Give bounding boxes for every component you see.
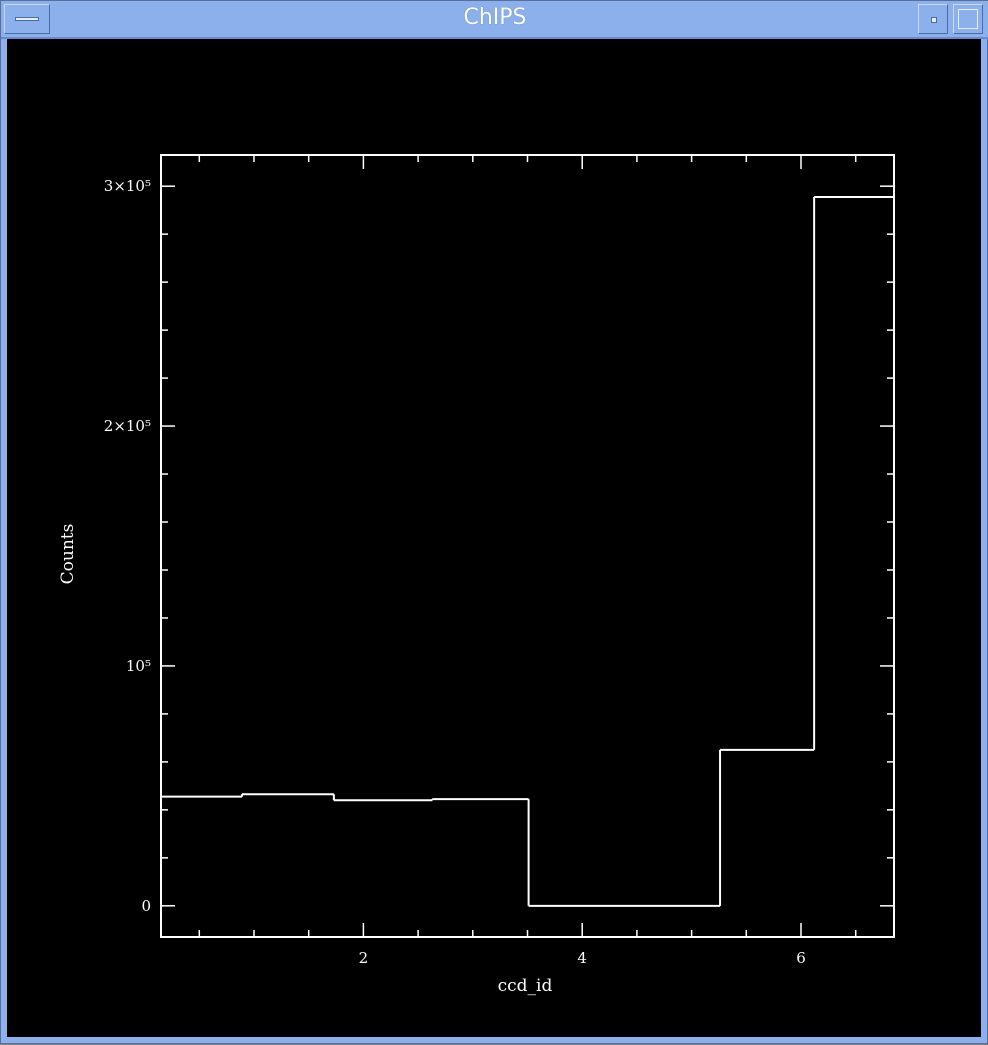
x-tick-label: 6: [796, 949, 806, 967]
y-tick-label: 3×10⁵: [104, 177, 151, 195]
y-axis-label: Counts: [58, 524, 78, 585]
y-tick-label: 0: [141, 897, 151, 915]
menu-bar-icon: [15, 17, 39, 21]
x-tick-label: 2: [359, 949, 369, 967]
maximize-button[interactable]: [953, 4, 983, 34]
ticks-layer: [161, 155, 894, 937]
plot-frame: [160, 154, 895, 938]
title-bar[interactable]: ChIPS: [1, 1, 988, 39]
x-axis-label: ccd_id: [498, 976, 553, 996]
histogram-layer: [161, 195, 894, 907]
minimize-icon: [931, 17, 937, 23]
window-bottom-edge[interactable]: [1, 1037, 987, 1043]
maximize-icon: [958, 9, 978, 29]
window-title: ChIPS: [463, 5, 527, 30]
y-tick-label: 2×10⁵: [104, 417, 151, 435]
labels-layer: 2 4 6 0 10⁵ 2×10⁵ 3×10⁵: [104, 177, 806, 967]
window-right-edge[interactable]: [981, 39, 987, 1043]
x-tick-label: 4: [577, 949, 587, 967]
minimize-button[interactable]: [918, 4, 948, 34]
y-tick-label: 10⁵: [126, 657, 151, 675]
window-menu-button[interactable]: [4, 4, 50, 34]
window-left-edge[interactable]: [1, 39, 7, 1043]
